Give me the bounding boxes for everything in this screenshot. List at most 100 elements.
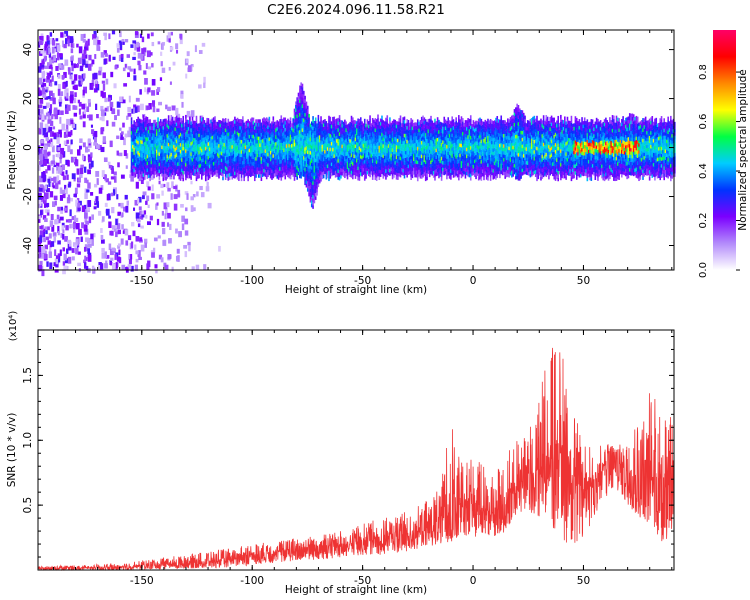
spectrogram-cell xyxy=(149,129,151,134)
spectrogram-cell xyxy=(320,147,322,151)
spectrogram-cell xyxy=(292,159,294,164)
spectrogram-cell xyxy=(265,168,268,173)
spectrogram-cell xyxy=(299,136,301,141)
spectrogram-cell xyxy=(220,141,223,145)
spectrogram-cell xyxy=(264,121,267,126)
spectrogram-cell xyxy=(243,136,245,140)
spectrogram-cell xyxy=(407,137,410,141)
spectrogram-cell xyxy=(216,135,219,140)
spectrogram-cell xyxy=(118,249,121,256)
spectrogram-cell xyxy=(296,100,298,105)
spectrogram-cell xyxy=(49,38,53,45)
spectrogram-cell xyxy=(175,115,178,120)
spectrogram-cell xyxy=(334,163,337,168)
spectrogram-cell xyxy=(215,169,218,174)
spectrogram-cell xyxy=(349,173,351,177)
spectrogram-cell xyxy=(162,227,166,235)
spectrogram-cell xyxy=(67,39,70,47)
spectrogram-cell xyxy=(193,165,195,169)
spectrogram-cell xyxy=(301,97,304,101)
spectrogram-cell xyxy=(109,101,114,108)
spectrogram-cell xyxy=(146,116,149,121)
spectrogram-cell xyxy=(189,150,191,155)
spectrogram-cell xyxy=(340,130,342,134)
spectrogram-cell xyxy=(200,115,204,120)
spectrogram-cell xyxy=(381,118,383,123)
spectrogram-cell xyxy=(401,143,403,148)
spectrogram-cell xyxy=(204,150,207,154)
spectrogram-cell xyxy=(301,152,304,156)
spectrogram-cell xyxy=(218,161,220,165)
spectrogram-cell xyxy=(206,128,208,132)
spectrogram-cell xyxy=(329,140,332,145)
spectrogram-cell xyxy=(344,150,346,155)
spectrogram-cell xyxy=(150,175,154,180)
spectrogram-cell xyxy=(256,139,259,144)
spectrogram-cell xyxy=(389,131,391,135)
spectrogram-cell xyxy=(108,243,112,251)
spectrogram-cell xyxy=(218,130,220,134)
spectrogram-cell xyxy=(253,122,256,127)
spectrogram-cell xyxy=(295,118,297,123)
spectrogram-cell xyxy=(91,265,95,272)
spectrogram-cell xyxy=(48,47,51,55)
spectrogram-cell xyxy=(387,154,390,159)
spectrogram-cell xyxy=(293,129,296,133)
spectrogram-cell xyxy=(253,146,256,151)
spectrogram-cell xyxy=(265,158,268,163)
spectrogram-cell xyxy=(61,123,66,131)
spectrogram-cell xyxy=(138,256,142,261)
spectrogram-cell xyxy=(306,174,309,178)
spectrogram-cell xyxy=(158,169,161,174)
spectrogram-cell xyxy=(80,236,83,242)
spectrogram-cell xyxy=(387,161,390,165)
spectrogram-cell xyxy=(199,146,202,151)
spectrogram-cell xyxy=(407,119,410,124)
spectrogram-cell xyxy=(357,149,359,153)
spectrogram-cell xyxy=(390,136,393,141)
spectrogram-cell xyxy=(288,154,291,158)
spectrogram-cell xyxy=(45,158,49,164)
spectrogram-cell xyxy=(102,72,106,79)
spectrogram-cell xyxy=(363,139,366,143)
spectrogram-cell xyxy=(253,126,256,130)
spectrogram-cell xyxy=(201,42,206,47)
spectrogram-cell xyxy=(208,168,211,172)
spectrogram-cell xyxy=(212,161,215,166)
spectrogram-cell xyxy=(365,164,367,169)
spectrogram-cell xyxy=(269,157,272,162)
spectrogram-cell xyxy=(171,140,174,145)
spectrogram-cell xyxy=(292,169,294,174)
spectrogram-cell xyxy=(134,159,137,164)
spectrogram-cell xyxy=(300,130,302,134)
spectrogram-cell xyxy=(248,124,251,129)
spectrogram-cell xyxy=(301,131,304,136)
spectrogram-cell xyxy=(412,157,415,161)
spectrogram-cell xyxy=(381,166,383,171)
spectrogram-cell xyxy=(324,156,326,161)
spectrogram-cell xyxy=(352,175,354,180)
spectrogram-cell xyxy=(260,132,263,137)
spectrogram-cell xyxy=(375,153,378,158)
spectrogram-cell xyxy=(47,212,50,216)
spectrogram-cell xyxy=(220,172,223,176)
spectrogram-cell xyxy=(399,122,402,126)
spectrogram-cell xyxy=(387,140,390,145)
spectrogram-cell xyxy=(144,159,146,163)
spectrogram-cell xyxy=(337,152,340,156)
spectrogram-cell xyxy=(328,115,330,120)
spectrogram-cell xyxy=(345,124,347,129)
spectrogram-cell xyxy=(272,126,275,131)
spectrogram-cell xyxy=(296,117,298,122)
spectrogram-cell xyxy=(300,85,302,90)
spectrogram-cell xyxy=(341,144,344,149)
spectrogram-cell xyxy=(199,163,202,168)
spectrogram-cell xyxy=(159,160,162,164)
spectrogram-cell xyxy=(140,157,142,161)
spectrogram-cell xyxy=(212,158,215,163)
spectrogram-cell xyxy=(308,117,310,121)
spectrogram-cell xyxy=(322,133,325,138)
spectrogram-cell xyxy=(181,141,183,145)
spectrogram-cell xyxy=(340,164,342,169)
